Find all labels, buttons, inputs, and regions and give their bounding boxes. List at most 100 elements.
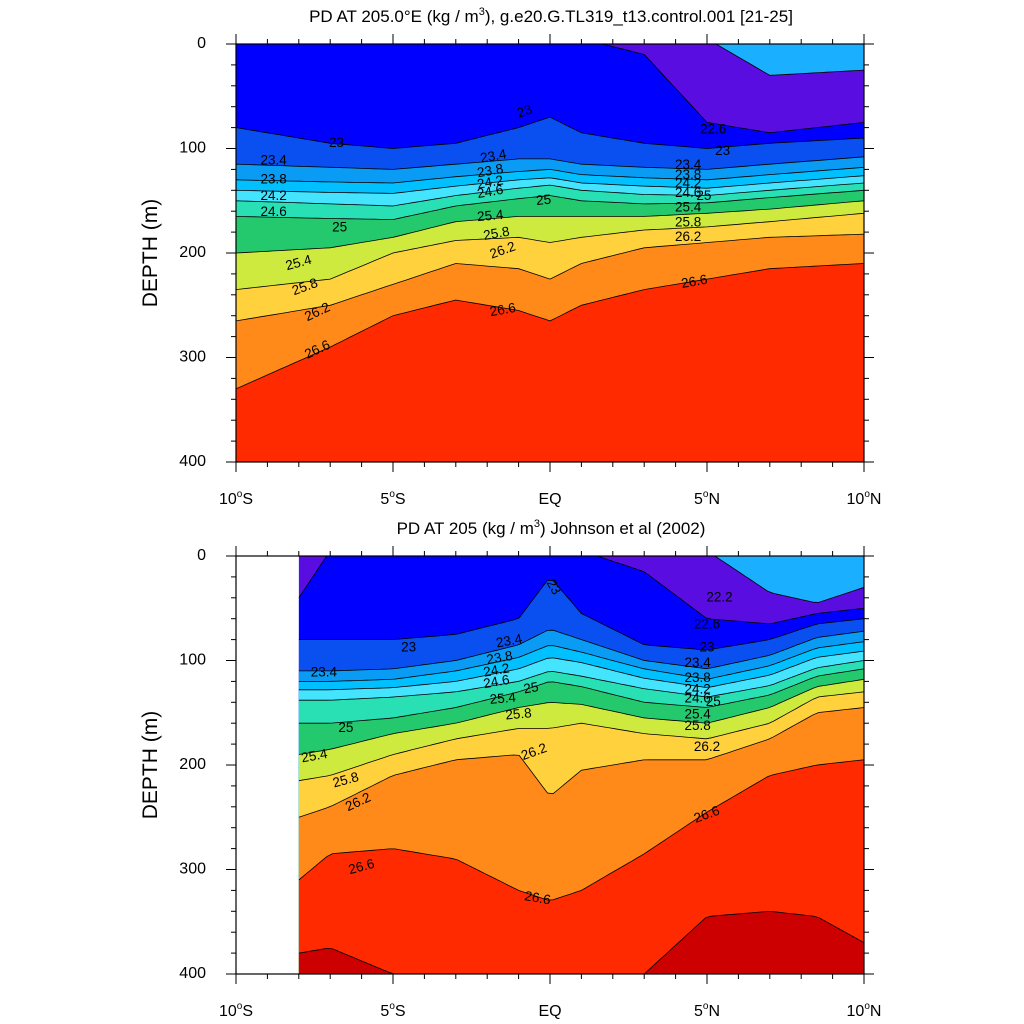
bottom-y-tick-label: 100 [179, 652, 206, 669]
bottom-contour-label: 23 [699, 640, 714, 655]
top-isopycnal-22_6 [600, 44, 864, 134]
bottom-contour-label: 25.8 [505, 705, 532, 722]
bottom-contour-label: 23 [544, 577, 565, 598]
top-y-tick-label: 0 [197, 35, 206, 52]
top-x-tick-label: 10oN [847, 489, 882, 508]
bottom-isopycnal-24_2 [298, 650, 864, 691]
bottom-contour-label: 25.8 [331, 769, 360, 790]
bottom-y-tick-label: 300 [179, 861, 206, 878]
bottom-contour-label: 25 [522, 679, 539, 696]
bottom-y-tick-label: 200 [179, 756, 206, 773]
bottom-contour-label: 26.2 [694, 739, 720, 754]
bottom-contour-label: 25.4 [489, 690, 517, 707]
bottom-isopycnal-22_2 [714, 556, 864, 603]
top-contour-label: 23.4 [479, 146, 508, 165]
bottom-x-tick-label: EQ [538, 1003, 561, 1020]
top-contour-label: 26.6 [680, 272, 708, 291]
top-y-axis-label: DEPTH (m) [139, 199, 162, 308]
bottom-contour-label: 24.2 [684, 681, 710, 696]
top-isopycnal-25_4 [236, 200, 864, 254]
bottom-contour-label: 25.4 [684, 706, 711, 721]
bottom-contour-label: 25 [706, 694, 721, 709]
bottom-y-tick-label: 0 [197, 547, 206, 564]
bottom-contour-label: 24.6 [684, 691, 710, 706]
bottom-contour-label: 23.4 [495, 631, 524, 650]
bottom-contour-label: 25.8 [684, 718, 710, 733]
bottom-isopycnal-23_8 [298, 641, 864, 682]
top-contour-label: 23.8 [675, 167, 701, 182]
bottom-y-axis-label: DEPTH (m) [139, 711, 162, 820]
top-x-tick-label: 10oS [219, 489, 253, 508]
top-contour-label: 25.4 [675, 200, 702, 215]
bottom-contour-label: 25.4 [300, 746, 329, 765]
top-contour-label: 22.6 [700, 121, 726, 136]
bottom-y-tick-label: 400 [179, 965, 206, 982]
top-contour-label: 25 [696, 188, 711, 203]
top-contour-label: 23 [515, 101, 534, 120]
top-isopycnal-24_6 [236, 182, 864, 207]
top-band-26_6 [236, 263, 864, 462]
top-isopycnal-26_6 [236, 263, 864, 390]
bottom-band-27 [298, 911, 864, 974]
top-y-tick-label: 300 [179, 349, 206, 366]
bottom-isopycnal-26_2 [298, 707, 864, 818]
top-isopycnal-23_8 [236, 166, 864, 184]
top-contour-label: 24.6 [675, 185, 701, 200]
top-contour-label: 23.4 [261, 153, 288, 168]
bottom-contour-label: 26.6 [347, 856, 376, 877]
top-contour-label: 23.4 [675, 157, 702, 172]
top-y-tick-label: 200 [179, 244, 206, 261]
top-isopycnal-26_2 [236, 233, 864, 322]
top-isopycnal-24_2 [236, 175, 864, 194]
top-y-tick-label: 100 [179, 140, 206, 157]
bottom-contour-label: 23.4 [311, 665, 338, 680]
bottom-isopycnal-25_8 [298, 691, 864, 782]
top-contour-label: 24.6 [476, 182, 504, 201]
top-contour-label: 23.8 [476, 161, 504, 180]
top-isopycnal-23 [236, 116, 864, 149]
top-contour-label: 24.2 [476, 172, 504, 191]
top-isopycnal-22_2 [715, 44, 864, 76]
bottom-contour-label: 26.6 [523, 888, 551, 907]
bottom-contour-label: 22.6 [694, 617, 720, 632]
top-contour-label: 25.8 [675, 214, 701, 229]
top-contour-fill [236, 44, 864, 462]
bottom-isopycnal-25 [298, 668, 864, 724]
bottom-chart-title: PD AT 205 (kg / m3) Johnson et al (2002) [397, 518, 706, 538]
bottom-isopycnal-24_6 [298, 660, 864, 701]
top-contour-label: 24.2 [261, 188, 287, 203]
top-contour-label: 23 [329, 135, 344, 150]
top-contour-label: 24.6 [261, 204, 287, 219]
bottom-contour-label: 23.4 [684, 655, 711, 670]
top-contour-label: 26.2 [675, 229, 701, 244]
bottom-x-tick-label: 10oN [847, 1001, 882, 1020]
top-contour-label: 25 [332, 219, 347, 234]
top-chart-title: PD AT 205.0°E (kg / m3), g.e20.G.TL319_t… [309, 6, 793, 26]
bottom-isopycnal-23_4 [298, 629, 864, 672]
bottom-x-tick-label: 10oS [219, 1001, 253, 1020]
top-contour-label: 25.4 [477, 207, 505, 224]
top-x-tick-label: 5oS [380, 489, 405, 508]
bottom-contour-fill [298, 556, 864, 974]
bottom-isopycnal-23 [298, 579, 864, 651]
top-contour-label: 26.6 [488, 300, 516, 319]
top-contour-label: 25 [535, 192, 551, 208]
bottom-contour-label: 24.2 [482, 660, 510, 679]
bottom-isopycnal-25_4 [298, 678, 864, 755]
top-isopycnal-25 [236, 189, 864, 221]
bottom-contour-label: 25 [338, 720, 353, 735]
top-contour-label: 25.4 [284, 252, 314, 273]
top-y-tick-label: 400 [179, 453, 206, 470]
top-x-tick-label: 5oN [694, 489, 720, 508]
top-contour-label: 23.8 [261, 171, 287, 186]
top-isopycnal-23_4 [236, 156, 864, 170]
bottom-isopycnal-26_6 [298, 759, 864, 901]
bottom-isopycnal-22_6 [298, 556, 864, 625]
top-chart-panel: 23 23 22.6 23.4 23.4 23 23.8 23.8 24.2 24.2 24.6 24… [139, 6, 882, 508]
bottom-contour-label: 23.8 [485, 648, 513, 667]
bottom-contour-label: 23.8 [684, 670, 710, 685]
top-isopycnal-25_8 [236, 212, 864, 290]
bottom-x-tick-label: 5oN [694, 1001, 720, 1020]
